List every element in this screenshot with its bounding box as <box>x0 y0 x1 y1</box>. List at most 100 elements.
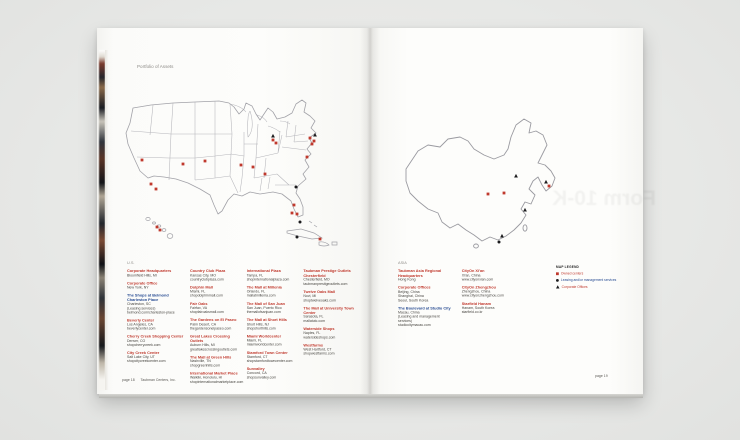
asset-detail-line: shopinternationalplaza.com <box>246 277 290 282</box>
asset-entry: Beverly Center Los Angeles, CA beverlycent… <box>127 318 185 331</box>
left-page <box>97 28 370 394</box>
asset-detail-line: themallofsanjuan.com <box>246 310 281 315</box>
asset-column: Corporate Headquarters Bloomfield Hills, … <box>127 269 185 388</box>
asset-name: The Boulevard at Studio City <box>398 306 451 311</box>
owned-center-marker <box>203 159 207 163</box>
asset-detail-line: shoptwelveoaks.com <box>303 298 336 303</box>
asset-detail-line: belmond.com/charleston-place <box>127 310 175 315</box>
leasing-management-marker <box>497 240 501 244</box>
asset-detail-line: beverlycenter.com <box>127 326 156 331</box>
owned-center-marker <box>149 182 153 186</box>
asset-detail-line: Shanghai, China <box>398 294 424 299</box>
company-name: Taubman Centers, Inc. <box>140 378 176 382</box>
asset-name: Cherry Creek Shopping Center <box>127 334 184 339</box>
asset-detail-line: Bloomfield Hills, MI <box>127 273 157 278</box>
asset-detail-line: Fairfax, VA <box>190 306 208 310</box>
asset-name: City Creek Center <box>127 350 160 356</box>
asset-entry: Dolphin Mall Miami, FL shopdolphinmall.com <box>190 285 242 298</box>
asset-detail-line: Beijing, China <box>398 290 420 294</box>
asset-name: Corporate Headquarters <box>127 269 172 274</box>
page-title: Portfolio of Assets <box>137 64 174 70</box>
asset-detail-line: Charleston, SC <box>127 302 151 306</box>
asset-detail-line: (Leasing services) <box>127 306 156 311</box>
asset-detail-line: Salt Lake City, UT <box>127 355 155 360</box>
us-section-heading: U.S. <box>127 261 135 266</box>
hawaii-island <box>166 233 174 239</box>
asset-name: CityOn Xi'an <box>461 269 485 274</box>
asset-detail-line: Kansas City, MO <box>190 273 216 278</box>
asset-detail-line: shopcitycreekcenter.com <box>127 359 166 364</box>
asset-entry: The Shops at Belmond Charleston Place Cha… <box>127 293 185 314</box>
left-page-number: page 18 <box>122 378 135 382</box>
asset-detail-line: Los Angeles, CA <box>127 322 153 327</box>
asset-entry: International Plaza Tampa, FL shopinternat… <box>247 269 299 282</box>
asset-entry: The Boulevard at Studio City Macau, China… <box>398 306 457 327</box>
owned-center-marker <box>310 142 314 146</box>
asset-name: Taubman Prestige Outlets Chesterfield <box>303 269 351 278</box>
corporate-office-marker <box>514 173 518 178</box>
asset-name: Stamford Town Center <box>246 350 288 355</box>
asset-detail-line: Naples, FL <box>303 331 321 336</box>
asset-detail-line: shopsunvalley.com <box>246 375 277 380</box>
owned-center-marker <box>140 158 144 162</box>
corporate-office-marker <box>544 179 548 184</box>
owned-center-marker <box>263 172 267 176</box>
asset-detail-line: studiocitymacau.com <box>398 323 431 327</box>
hainan-outline <box>473 243 479 249</box>
asset-name: The Shops at Belmond Charleston Place <box>127 293 169 302</box>
asset-name: Sunvalley <box>246 366 265 372</box>
asset-entry: Taubman Asia Regional Headquarters Hong K… <box>398 269 457 282</box>
us-outline <box>125 99 317 218</box>
leasing-management-marker <box>295 235 299 239</box>
legend-label: Leasing and/or management services <box>560 278 617 283</box>
asset-detail-line: services) <box>398 318 413 323</box>
asset-detail-line: www.cityonzhengzhou.com <box>461 293 504 298</box>
asset-detail-line: Miami, FL <box>246 338 263 343</box>
right-page-footer: page 19 <box>595 374 637 378</box>
asset-detail-line: Palm Desert, CA <box>190 322 217 327</box>
owned-center-marker <box>547 184 551 188</box>
owned-center-marker <box>292 203 296 207</box>
asset-entry: Corporate Office New York, NY <box>127 281 185 290</box>
asset-detail-line: shopshorthills.com <box>246 326 276 331</box>
asset-detail-line: countryclubplaza.com <box>190 277 224 282</box>
asset-detail-line: Miami, FL <box>190 289 206 294</box>
owned-center-marker <box>274 141 278 145</box>
asset-name: Starfield Hanam <box>461 301 492 306</box>
legend-label: Owned centers <box>560 271 584 276</box>
asset-detail-line: Nashville, TN <box>190 359 211 364</box>
asset-detail-line: Denver, CO <box>127 338 146 343</box>
asset-detail-line: shopstamfordtowncenter.com <box>246 359 293 364</box>
asset-detail-line: mallatutc.com <box>303 319 325 324</box>
page-fore-edge-gap <box>105 50 109 390</box>
asset-detail-line: shopwestfarms.com <box>303 351 335 356</box>
asset-name: Beverly Center <box>127 318 155 323</box>
owned-center-marker <box>251 165 255 169</box>
asset-entry: Twelve Oaks Mall Novi, MI shoptwelveoaks.c… <box>303 290 355 303</box>
asset-entry: CityOn Xi'an Xi'an, China www.cityonxian.c… <box>462 269 515 282</box>
asset-detail-line: Auburn Hills, MI <box>190 343 215 348</box>
cuba-outline <box>286 228 324 240</box>
owned-center-marker <box>154 187 158 191</box>
asset-detail-line: www.cityonxian.com <box>461 277 494 282</box>
asset-column: CityOn Xi'an Xi'an, China www.cityonxian.c… <box>462 269 515 331</box>
asset-detail-line: miamiworldcenter.com <box>246 342 282 347</box>
legend-label: Corporate Offices <box>561 284 588 289</box>
asset-detail-line: Seoul, South Korea <box>398 298 429 303</box>
us-state-borders <box>130 101 309 194</box>
owned-center-marker <box>181 162 185 166</box>
china-map <box>405 118 556 249</box>
asset-name: The Mall at Green Hills <box>190 355 232 360</box>
taiwan-outline <box>522 224 528 232</box>
asset-name: International Plaza <box>246 269 281 274</box>
asset-entry: The Mall at University Town Center Saraso… <box>303 306 355 323</box>
corporate-office-marker <box>500 233 504 238</box>
asset-detail-line: Tampa, FL <box>246 273 264 278</box>
asset-entry: Taubman Prestige Outlets Chesterfield Che… <box>303 269 355 286</box>
map-legend: MAP LEGEND Owned centers Leasing and/or m… <box>556 265 638 292</box>
asset-entry: Fair Oaks Fairfax, VA shopfairoaksmall.com <box>190 302 242 315</box>
leasing-management-marker <box>294 185 298 189</box>
asset-detail-line: Stamford, CT <box>246 355 268 359</box>
left-page-footer: page 18 Taubman Centers, Inc. <box>122 378 262 382</box>
